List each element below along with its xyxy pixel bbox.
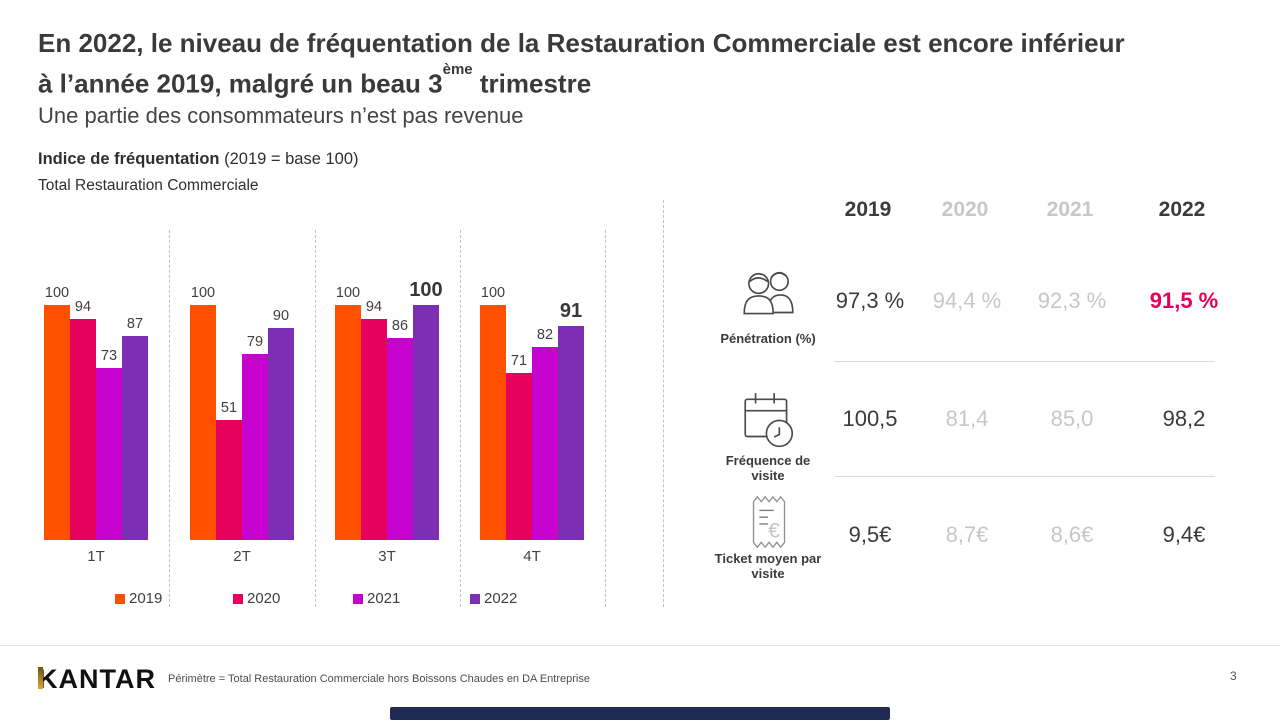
row-divider — [835, 476, 1215, 477]
kpi-value: 8,6€ — [1050, 522, 1094, 547]
bar-value-label: 100 — [480, 285, 506, 301]
bar-2T-2020 — [216, 420, 242, 540]
slide-title-line1: En 2022, le niveau de fréquentation de l… — [38, 28, 1125, 58]
footer-note: Périmètre = Total Restauration Commercia… — [168, 673, 590, 685]
legend-label: 2021 — [367, 590, 401, 607]
legend-item-2021: 2021 — [353, 590, 400, 607]
legend-swatch-2021 — [353, 593, 363, 604]
bar-3T-2019 — [335, 305, 361, 540]
kpi-value: 81,4 — [945, 406, 989, 431]
bar-1T-2020 — [70, 319, 96, 540]
category-label-4T: 4T — [523, 548, 541, 565]
bar-group-4T: 100 71 82 91 4T — [480, 230, 584, 565]
bar-chart: 100 94 73 87 1T 100 51 79 90 2T 100 94 86 100 3T 100 71 8… — [0, 230, 664, 610]
svg-text:€: € — [768, 519, 780, 543]
kpi-label-frequence: Fréquence de visite — [725, 453, 811, 483]
bar-value-label: 71 — [510, 353, 528, 369]
bar-2T-2022 — [268, 328, 294, 540]
legend-item-2022: 2022 — [470, 590, 517, 607]
bar-1T-2019 — [44, 305, 70, 540]
bar-value-label: 82 — [536, 327, 554, 343]
legend-swatch-2022 — [470, 593, 480, 604]
bar-value-label: 86 — [391, 318, 409, 334]
slide-subtitle: Une partie des consommateurs n’est pas r… — [38, 103, 524, 128]
bar-group-2T: 100 51 79 90 2T — [190, 230, 294, 565]
footer-divider — [0, 645, 1280, 646]
kpi-value: 8,7€ — [945, 522, 989, 547]
bottom-accent-bar — [390, 707, 890, 720]
legend-label: 2022 — [484, 590, 518, 607]
superscript: ème — [442, 61, 473, 78]
kpi-value: 85,0 — [1050, 406, 1094, 431]
bar-value-label: 91 — [559, 300, 583, 322]
bar-3T-2020 — [361, 319, 387, 540]
bar-value-label: 90 — [272, 308, 290, 324]
quarter-separator — [460, 230, 461, 607]
page-number: 3 — [1230, 669, 1237, 683]
bar-4T-2020 — [506, 373, 532, 540]
chart-legend: 2019 2020 2021 2022 — [0, 590, 664, 610]
bar-1T-2022 — [122, 336, 148, 540]
bar-value-label: 100 — [44, 285, 70, 301]
kpi-value: 97,3 % — [835, 288, 905, 313]
kpi-value: 98,2 — [1162, 406, 1206, 431]
row-divider — [835, 361, 1215, 362]
bar-value-label: 51 — [220, 400, 238, 416]
legend-label: 2019 — [129, 590, 163, 607]
kpi-value: 9,4€ — [1162, 522, 1206, 547]
kpi-value: 9,5€ — [848, 522, 892, 547]
bar-value-label: 87 — [126, 316, 144, 332]
bar-value-label: 100 — [190, 285, 216, 301]
bar-3T-2021 — [387, 338, 413, 540]
kantar-logo: KANTAR — [38, 664, 156, 694]
quarter-separator — [315, 230, 316, 607]
legend-label: 2020 — [247, 590, 281, 607]
kpi-value: 94,4 % — [932, 288, 1002, 313]
category-label-1T: 1T — [87, 548, 105, 565]
kpi-label-penetration: Pénétration (%) — [720, 331, 816, 346]
bar-group-3T: 100 94 86 100 3T — [335, 230, 443, 565]
slide-title: En 2022, le niveau de fréquentation de l… — [38, 26, 1270, 102]
bar-value-label: 100 — [409, 279, 443, 301]
quarter-separator — [169, 230, 170, 607]
bar-2T-2019 — [190, 305, 216, 540]
bar-value-label: 79 — [246, 334, 264, 350]
legend-item-2020: 2020 — [233, 590, 280, 607]
legend-swatch-2020 — [233, 593, 243, 604]
slide-title-line2: à l’année 2019, malgré un beau 3ème trim… — [38, 61, 592, 99]
kpi-value-highlight: 91,5 % — [1149, 288, 1219, 313]
bar-4T-2021 — [532, 347, 558, 540]
calendar-clock-icon — [744, 393, 794, 448]
quarter-separator — [605, 230, 606, 607]
legend-item-2019: 2019 — [115, 590, 162, 607]
kpi-value: 92,3 % — [1037, 288, 1107, 313]
bar-4T-2022 — [558, 326, 584, 540]
bar-4T-2019 — [480, 305, 506, 540]
kpi-value: 100,5 — [842, 406, 898, 431]
year-header-2022: 2022 — [1158, 198, 1206, 221]
bar-value-label: 94 — [365, 299, 383, 315]
kantar-gold-stem — [38, 667, 43, 689]
legend-swatch-2019 — [115, 593, 125, 604]
year-header-2019: 2019 — [844, 198, 892, 221]
panel-separator — [663, 200, 664, 607]
bar-value-label: 100 — [335, 285, 361, 301]
chart-subtitle: Total Restauration Commerciale — [38, 177, 259, 194]
bar-value-label: 94 — [74, 299, 92, 315]
chart-title: Indice de fréquentation (2019 = base 100… — [38, 150, 359, 168]
bar-1T-2021 — [96, 368, 122, 540]
bar-group-1T: 100 94 73 87 1T — [44, 230, 148, 565]
bar-2T-2021 — [242, 354, 268, 540]
year-header-2021: 2021 — [1046, 198, 1094, 221]
bar-3T-2022 — [413, 305, 439, 540]
people-icon — [743, 271, 794, 315]
kpi-label-ticket: Ticket moyen par visite — [714, 551, 822, 581]
category-label-3T: 3T — [378, 548, 396, 565]
receipt-euro-icon: € — [752, 495, 786, 549]
category-label-2T: 2T — [233, 548, 251, 565]
bar-value-label: 73 — [100, 348, 118, 364]
year-header-2020: 2020 — [941, 198, 989, 221]
